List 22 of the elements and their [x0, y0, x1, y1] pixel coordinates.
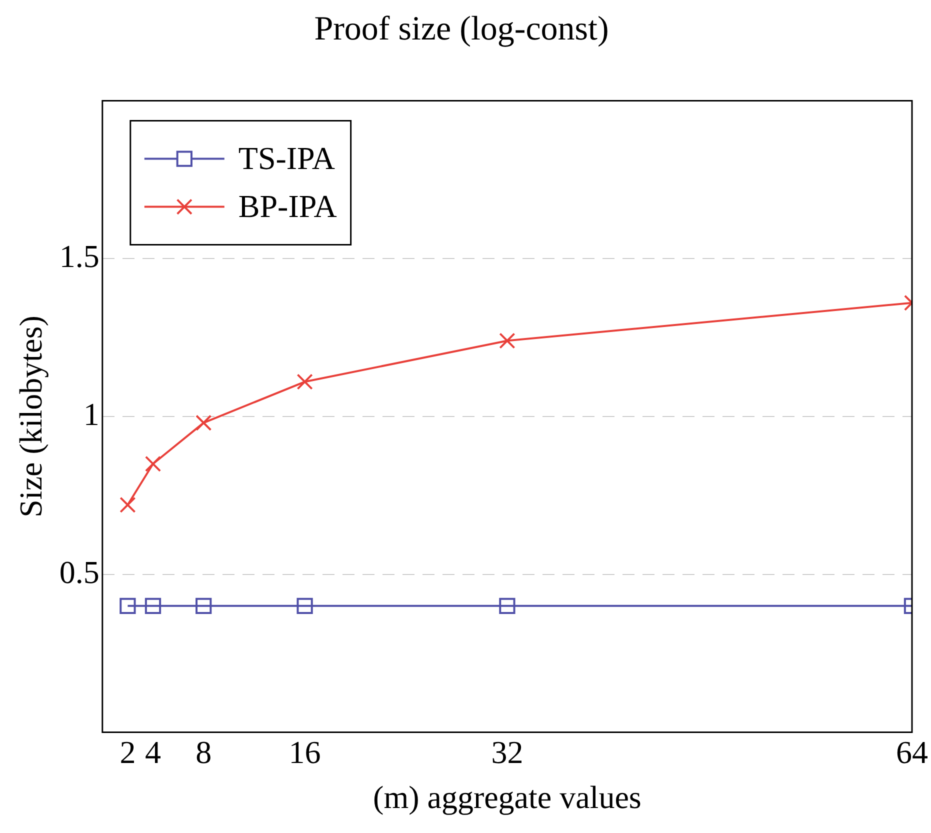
point	[144, 456, 162, 472]
point	[120, 598, 136, 614]
point	[196, 414, 212, 431]
y-tick-label: 1.5	[59, 238, 100, 274]
y-axis-title: Size (kilobytes)	[12, 316, 49, 518]
point	[120, 496, 136, 513]
point	[196, 598, 212, 614]
point	[144, 598, 162, 614]
x-axis-title: (m) aggregate values	[373, 779, 642, 816]
x-tick-label: 4	[145, 734, 161, 770]
chart-title: Proof size (log-const)	[314, 10, 609, 48]
legend-label: BP-IPA	[238, 188, 337, 224]
y-tick-label: 0.5	[59, 554, 100, 590]
y-tick-label: 1	[83, 396, 100, 432]
x-tick-label: 64	[896, 734, 928, 770]
x-tick-label: 2	[120, 734, 136, 770]
x-tick-label: 8	[196, 734, 212, 770]
legend-label: TS-IPA	[238, 140, 336, 176]
point	[296, 598, 313, 614]
point	[296, 374, 313, 390]
x-tick-label: 32	[491, 734, 524, 770]
x-tick-label: 16	[288, 734, 321, 770]
